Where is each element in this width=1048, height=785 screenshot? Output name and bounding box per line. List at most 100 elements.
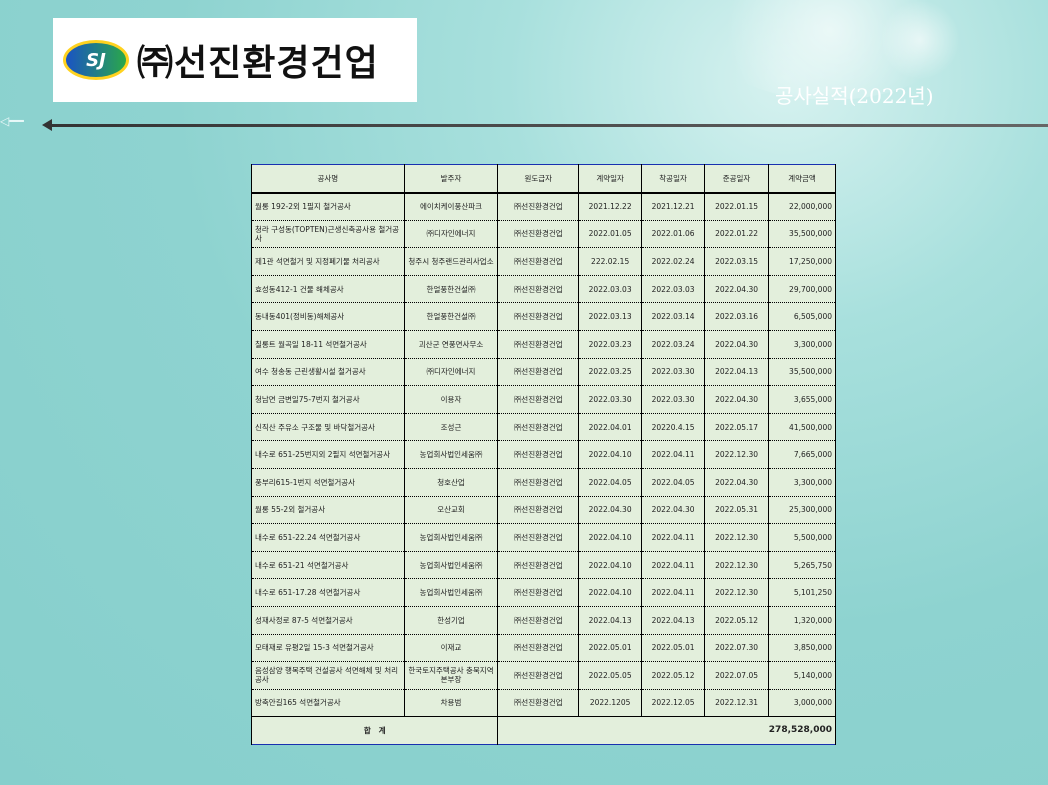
column-header: 착공일자	[641, 164, 706, 194]
table-cell: 2022.07.30	[704, 634, 770, 663]
total-row: 합 계 278,528,000	[250, 716, 836, 746]
table-cell: ㈜선진환경건업	[497, 330, 580, 359]
table-cell: 한성기업	[403, 606, 499, 635]
table-cell: 2022.04.11	[641, 523, 706, 552]
table-cell: 5,265,750	[768, 551, 836, 580]
table-cell: 3,850,000	[768, 634, 836, 663]
column-header: 발주자	[403, 164, 499, 194]
table-cell: 청주시 청주랜드관리사업소	[403, 247, 499, 276]
table-cell: ㈜선진환경건업	[497, 523, 580, 552]
table-cell: 2021.12.21	[641, 192, 706, 221]
table-cell: 2022.04.30	[704, 275, 770, 304]
column-header: 계약금액	[768, 164, 836, 194]
table-cell: ㈜선진환경건업	[497, 358, 580, 387]
table-cell: 월롱 192-2외 1필지 철거공사	[251, 192, 405, 221]
table-cell: 2022.04.30	[641, 496, 706, 525]
table-cell: ㈜선진환경건업	[497, 413, 580, 442]
table-cell: 동내동401(정비동)해체공사	[251, 302, 405, 331]
table-cell: 2022.03.13	[578, 302, 643, 331]
table-cell: 농업회사법인세움㈜	[403, 551, 499, 580]
table-cell: 조성근	[403, 413, 499, 442]
table-cell: 농업회사법인세움㈜	[403, 523, 499, 552]
table-cell: 제1관 석면철거 및 지정폐기물 처리공사	[251, 247, 405, 276]
table-cell: 2022.03.23	[578, 330, 643, 359]
table-cell: 2022.04.30	[578, 496, 643, 525]
table-cell: ㈜선진환경건업	[497, 578, 580, 607]
table-cell: ㈜디자인에너지	[403, 358, 499, 387]
table-cell: 2022.05.17	[704, 413, 770, 442]
total-value: 278,528,000	[497, 716, 836, 746]
page-title: 공사실적(2022년)	[775, 84, 934, 108]
table-cell: ㈜선진환경건업	[497, 606, 580, 635]
table-cell: ㈜선진환경건업	[497, 634, 580, 663]
table-cell: 한국토지주택공사 충북지역본부장	[403, 661, 499, 690]
table-cell: 이재교	[403, 634, 499, 663]
table-row: 내수로 651-17.28 석면철거공사 농업회사법인세움㈜ ㈜선진환경건업 2022…	[251, 578, 836, 607]
table-cell: 2022.12.30	[704, 578, 770, 607]
table-cell: 2022.05.12	[641, 661, 706, 690]
table-row: 월롱 55-2외 철거공사 오산교회 ㈜선진환경건업 2022.04.30 2022.0…	[251, 496, 836, 525]
table-cell: ㈜선진환경건업	[497, 661, 580, 690]
table-cell: ㈜선진환경건업	[497, 551, 580, 580]
column-header: 준공일자	[704, 164, 770, 194]
table-cell: 2022.04.13	[641, 606, 706, 635]
table-cell: 2022.04.10	[578, 551, 643, 580]
table-cell: 1,320,000	[768, 606, 836, 635]
column-header: 원도급자	[497, 164, 580, 194]
table-cell: 17,250,000	[768, 247, 836, 276]
table-cell: 41,500,000	[768, 413, 836, 442]
table-cell: 차용범	[403, 689, 499, 718]
table-cell: 한얼풍한건설㈜	[403, 302, 499, 331]
table-cell: 2022.01.22	[704, 220, 770, 249]
table-cell: 2022.04.30	[704, 385, 770, 414]
table-cell: 농업회사법인세움㈜	[403, 578, 499, 607]
table-cell: 35,500,000	[768, 358, 836, 387]
arrow-left-icon: ◁━━	[0, 114, 24, 128]
table-row: 월롱 192-2외 1필지 철거공사 에이치케이풍산파크 ㈜선진환경건업 2021.1…	[251, 192, 836, 221]
table-cell: 한얼풍한건설㈜	[403, 275, 499, 304]
table-cell: 풍부리615-1번지 석면철거공사	[251, 468, 405, 497]
table-cell: 25,300,000	[768, 496, 836, 525]
table-cell: ㈜선진환경건업	[497, 302, 580, 331]
table-cell: 성재사정로 87-5 석면철거공사	[251, 606, 405, 635]
table-cell: ㈜선진환경건업	[497, 220, 580, 249]
table-row: 모태재로 유평2일 15-3 석면철거공사 이재교 ㈜선진환경건업 2022.05.0…	[251, 634, 836, 663]
table-cell: 2022.05.01	[578, 634, 643, 663]
table-cell: 2022.04.10	[578, 578, 643, 607]
table-cell: 음성삼양 행복주택 건설공사 석면해체 및 처리공사	[251, 661, 405, 690]
table-cell: 내수로 651-21 석면철거공사	[251, 551, 405, 580]
table-row: 칠롱트 월곡일 18-11 석면철거공사 괴산군 연풍면사무소 ㈜선진환경건업 202…	[251, 330, 836, 359]
table-cell: ㈜디자인에너지	[403, 220, 499, 249]
table-row: 신직산 주유소 구조물 및 바닥철거공사 조성근 ㈜선진환경건업 2022.04.01…	[251, 413, 836, 442]
table-cell: 7,665,000	[768, 440, 836, 469]
table-cell: 5,101,250	[768, 578, 836, 607]
table-cell: 2022.01.06	[641, 220, 706, 249]
table-cell: 2022.03.15	[704, 247, 770, 276]
table-cell: 2022.04.13	[704, 358, 770, 387]
table-cell: 2022.04.10	[578, 523, 643, 552]
table-row: 내수로 651-25번지외 2필지 석면철거공사 농업회사법인세움㈜ ㈜선진환경건업…	[251, 440, 836, 469]
table-cell: ㈜선진환경건업	[497, 496, 580, 525]
table-cell: 20220.4.15	[641, 413, 706, 442]
table-cell: 2022.01.05	[578, 220, 643, 249]
table-row: 방축안길165 석면철거공사 차용범 ㈜선진환경건업 2022.1205 2022.12…	[251, 689, 836, 718]
table-cell: 농업회사법인세움㈜	[403, 440, 499, 469]
table-cell: 2022.03.03	[641, 275, 706, 304]
table-cell: ㈜선진환경건업	[497, 275, 580, 304]
table-cell: 22,000,000	[768, 192, 836, 221]
table-cell: 2022.03.24	[641, 330, 706, 359]
table-cell: 222.02.15	[578, 247, 643, 276]
table-cell: 내수로 651-17.28 석면철거공사	[251, 578, 405, 607]
table-cell: 35,500,000	[768, 220, 836, 249]
table-cell: 월롱 55-2외 철거공사	[251, 496, 405, 525]
table-cell: ㈜선진환경건업	[497, 385, 580, 414]
table-cell: 2022.04.11	[641, 440, 706, 469]
table-row: 청남면 금변일75-7번지 철거공사 이용자 ㈜선진환경건업 2022.03.30 20…	[251, 385, 836, 414]
table-cell: 효성동412-1 건물 해체공사	[251, 275, 405, 304]
table-cell: 2021.12.22	[578, 192, 643, 221]
table-cell: 2022.12.31	[704, 689, 770, 718]
table-row: 내수로 651-22.24 석면철거공사 농업회사법인세움㈜ ㈜선진환경건업 2022…	[251, 523, 836, 552]
table-cell: 신직산 주유소 구조물 및 바닥철거공사	[251, 413, 405, 442]
table-cell: 29,700,000	[768, 275, 836, 304]
table-cell: ㈜선진환경건업	[497, 192, 580, 221]
